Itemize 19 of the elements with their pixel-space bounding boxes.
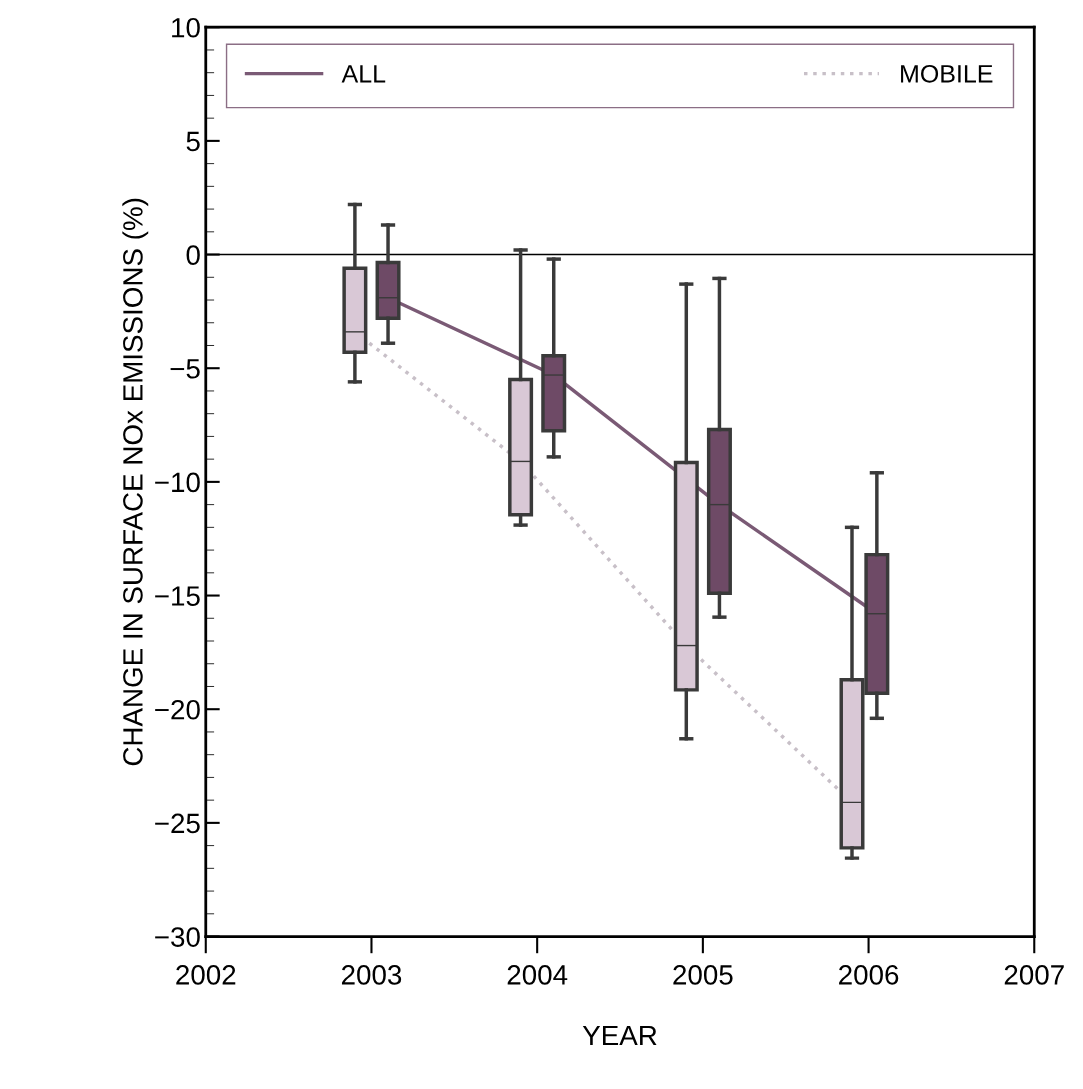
- legend-label: ALL: [341, 65, 386, 83]
- x-axis-title: YEAR: [582, 1025, 657, 1046]
- y-tick-label: −10: [155, 472, 200, 493]
- legend-label: MOBILE: [901, 64, 993, 83]
- x-tick-label: 2003: [341, 965, 402, 985]
- x-tick-label: 2002: [176, 965, 236, 985]
- y-tick-label: 10: [172, 17, 200, 38]
- y-tick-label: 0: [186, 245, 200, 265]
- y-tick-label: −20: [155, 699, 200, 720]
- x-tick-label: 2006: [839, 965, 899, 985]
- x-tick-label: 2007: [1004, 965, 1064, 985]
- x-tick-label: 2005: [673, 965, 733, 985]
- x-tick-label: 2004: [507, 965, 568, 985]
- y-tick-label: −15: [155, 586, 200, 606]
- y-tick-label: −5: [170, 359, 200, 379]
- y-tick-label: 5: [186, 131, 200, 152]
- y-tick-label: −25: [155, 813, 200, 834]
- y-axis-title: CHANGE IN SURFACE NOx EMISSIONS (%): [122, 198, 149, 766]
- y-tick-label: −30: [155, 927, 200, 947]
